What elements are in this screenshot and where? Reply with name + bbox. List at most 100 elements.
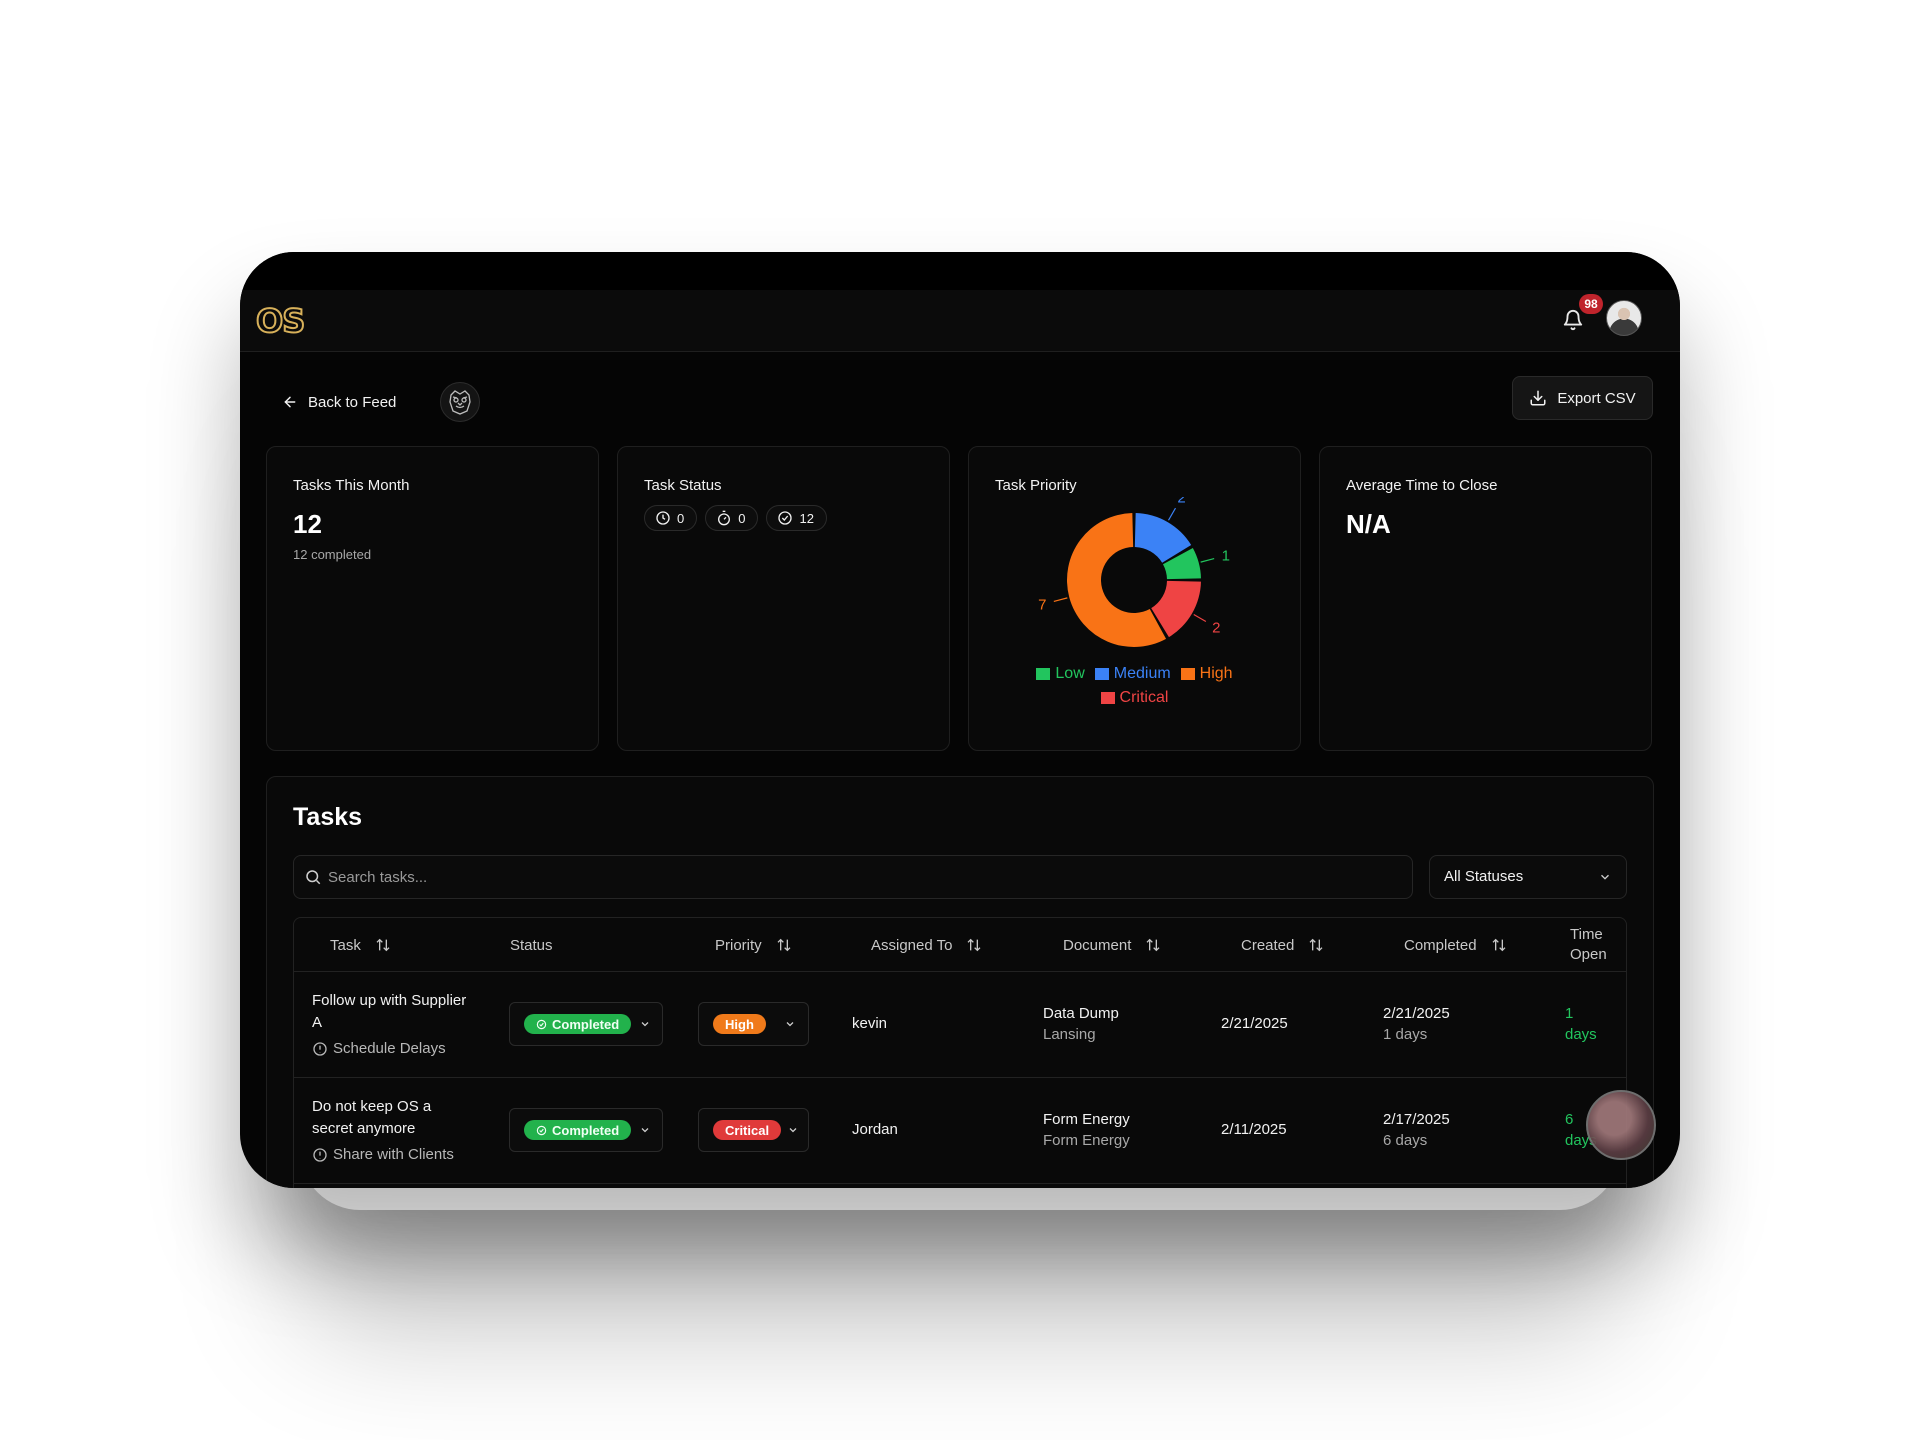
sort-icon[interactable]	[375, 937, 391, 953]
average-time-value: N/A	[1346, 509, 1391, 539]
card-task-status: Task Status 0 0 12	[617, 446, 950, 751]
status-pills: 0 0 12	[644, 505, 827, 531]
completed-cell: 2/17/2025 6 days	[1383, 1111, 1450, 1149]
card-average-time: Average Time to Close N/A	[1319, 446, 1652, 751]
chevron-down-icon	[789, 1128, 797, 1133]
completed-count: 12 completed	[293, 547, 372, 562]
status-label: Completed	[552, 1122, 620, 1138]
app-header: OS 98	[240, 290, 1680, 352]
sort-icon[interactable]	[1491, 937, 1507, 953]
column-created[interactable]: Created	[1241, 918, 1324, 972]
legend-label: Medium	[1113, 665, 1171, 682]
legend-swatch	[1180, 668, 1195, 680]
search-input[interactable]	[328, 856, 1398, 898]
time-open-value: 1	[1565, 1005, 1574, 1022]
legend-swatch	[1036, 668, 1051, 680]
status-filter-select[interactable]: All Statuses	[1429, 855, 1627, 899]
column-completed[interactable]: Completed	[1404, 918, 1507, 972]
top-bezel	[240, 252, 1680, 290]
user-avatar[interactable]	[1606, 300, 1642, 336]
column-label: Task	[330, 936, 361, 954]
status-label: Completed	[552, 1016, 620, 1032]
pill-count: 12	[799, 510, 814, 526]
app-window: OS 98 Back to Feed Export CSV Tasks This…	[240, 252, 1680, 1188]
tasks-title: Tasks	[293, 803, 363, 831]
status-pill-completed: 12	[766, 505, 827, 531]
column-assigned-to[interactable]: Assigned To	[871, 918, 982, 972]
slice-label-high: 7	[1038, 597, 1046, 614]
check-circle-icon	[536, 1019, 547, 1029]
table-row[interactable]: Do not keep OS a secret anymore Share wi…	[294, 1078, 1626, 1184]
document-cell[interactable]: Form Energy Form Energy	[1043, 1111, 1130, 1149]
priority-dropdown[interactable]: High	[698, 1002, 809, 1046]
notification-badge: 98	[1579, 294, 1603, 314]
legend-item-low[interactable]: Low	[1036, 665, 1085, 683]
legend-row: Low Medium High	[969, 665, 1300, 683]
slice-label-medium: 2	[1177, 497, 1185, 507]
check-circle-icon	[778, 511, 793, 525]
time-open-unit: days	[1565, 1026, 1597, 1043]
sort-icon[interactable]	[776, 937, 792, 953]
completed-date: 2/17/2025	[1383, 1111, 1450, 1128]
check-circle-icon	[536, 1125, 547, 1135]
status-dropdown[interactable]: Completed	[509, 1108, 663, 1152]
table-row[interactable]: Follow up with Supplier A Schedule Delay…	[294, 972, 1626, 1078]
bell-icon[interactable]	[1562, 308, 1584, 332]
legend-label: Low	[1055, 665, 1085, 682]
task-subtitle: Schedule Delays	[312, 1040, 446, 1057]
created-date: 2/11/2025	[1221, 1121, 1287, 1138]
priority-chip: High	[713, 1014, 766, 1034]
app-logo[interactable]: OS	[255, 301, 306, 341]
legend-item-medium[interactable]: Medium	[1094, 665, 1171, 683]
column-task[interactable]: Task	[330, 918, 391, 972]
task-name: Do not keep OS a secret anymore	[312, 1098, 432, 1137]
tasks-table: Task Status Priority Assigned To Documen…	[293, 917, 1627, 1188]
status-pill-in-progress: 0	[705, 505, 759, 531]
card-tasks-this-month: Tasks This Month 12 12 completed	[266, 446, 599, 751]
column-status: Status	[510, 918, 553, 972]
slice-high	[1067, 513, 1167, 647]
export-csv-label: Export CSV	[1557, 389, 1636, 407]
legend-swatch	[1094, 668, 1109, 680]
completed-date: 2/21/2025	[1383, 1005, 1450, 1022]
pill-count: 0	[677, 510, 685, 526]
column-label: Completed	[1404, 936, 1477, 954]
sort-icon[interactable]	[966, 937, 982, 953]
slice-leader-low	[1200, 557, 1215, 563]
status-filter-value: All Statuses	[1444, 868, 1524, 885]
column-label: Document	[1063, 936, 1132, 954]
legend-item-high[interactable]: High	[1180, 665, 1233, 683]
arrow-left-icon	[284, 396, 296, 408]
document-avatar	[440, 382, 480, 422]
column-priority[interactable]: Priority	[715, 918, 792, 972]
search-box	[293, 855, 1413, 899]
column-document[interactable]: Document	[1063, 918, 1161, 972]
chevron-down-icon	[641, 1022, 649, 1027]
slice-label-critical: 2	[1212, 620, 1220, 637]
card-task-priority: Task Priority 2 1 2 7 Low Medium High Critical	[968, 446, 1301, 751]
task-name: Follow up with Supplier A	[312, 992, 467, 1031]
slice-critical	[1151, 580, 1201, 638]
slice-medium	[1134, 513, 1192, 563]
sort-icon[interactable]	[1308, 937, 1324, 953]
legend-item-critical[interactable]: Critical	[1100, 689, 1168, 707]
status-dropdown[interactable]: Completed	[509, 1002, 663, 1046]
chevron-down-icon	[641, 1128, 649, 1133]
slice-leader-medium	[1167, 507, 1177, 521]
completed-duration: 6 days	[1383, 1132, 1428, 1149]
priority-dropdown[interactable]: Critical	[698, 1108, 809, 1152]
export-csv-button[interactable]: Export CSV	[1512, 376, 1653, 420]
document-cell[interactable]: Data Dump Lansing	[1043, 1005, 1119, 1043]
column-label: Priority	[715, 936, 762, 954]
column-label: Assigned To	[871, 936, 953, 954]
chevron-down-icon	[786, 1022, 794, 1027]
chevron-down-icon	[1601, 874, 1609, 880]
slice-leader-high	[1053, 597, 1068, 603]
slice-label-low: 1	[1222, 547, 1230, 564]
sort-icon[interactable]	[1145, 937, 1161, 953]
back-to-feed-button[interactable]: Back to Feed	[282, 388, 396, 416]
tasks-panel: Tasks All Statuses Task Status Priority	[266, 776, 1654, 1188]
timer-icon	[718, 510, 731, 526]
floating-avatar-button[interactable]	[1586, 1090, 1656, 1160]
card-title: Task Status	[644, 477, 722, 494]
